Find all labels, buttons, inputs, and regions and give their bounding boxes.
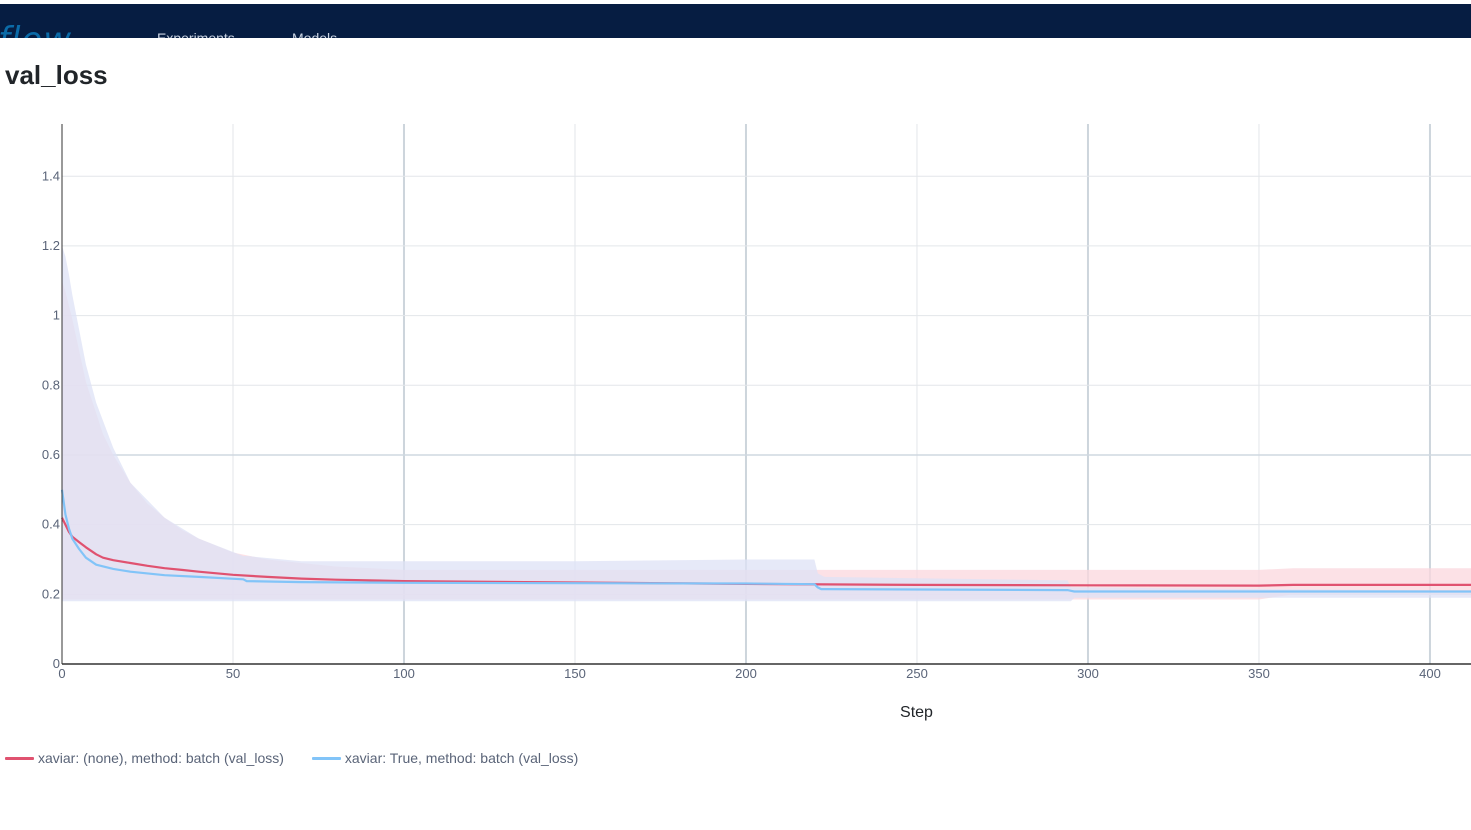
nav-models[interactable]: Models xyxy=(292,30,338,38)
x-tick-label: 150 xyxy=(564,666,586,681)
series-0-range-band xyxy=(62,280,1471,600)
page-title: val_loss xyxy=(5,60,108,90)
legend-item-series-0[interactable]: xaviar: (none), method: batch (val_loss) xyxy=(5,750,284,766)
x-tick-label: 0 xyxy=(58,666,65,681)
line-chart[interactable]: 0 50 100 150 200 250 300 350 400 0 0.2 0.4 0.6 0.8 1 1.… xyxy=(0,110,1471,730)
x-tick-label: 300 xyxy=(1077,666,1099,681)
chart-legend: xaviar: (none), method: batch (val_loss)… xyxy=(5,750,578,766)
legend-item-series-1[interactable]: xaviar: True, method: batch (val_loss) xyxy=(311,750,579,766)
x-axis-title: Step xyxy=(900,704,933,721)
app-logo[interactable]: flow xyxy=(0,20,72,38)
series-1-line xyxy=(60,489,1471,593)
legend-label-series-0: xaviar: (none), method: batch (val_loss) xyxy=(38,750,284,766)
y-tick-label: 1 xyxy=(53,308,60,323)
y-tick-label: 1.4 xyxy=(42,168,60,183)
y-tick-label: 0 xyxy=(53,656,60,671)
nav-experiments[interactable]: Experiments xyxy=(157,30,235,38)
legend-label-series-1: xaviar: True, method: batch (val_loss) xyxy=(344,750,579,766)
y-tick-label: 0.2 xyxy=(42,586,60,601)
x-tick-label: 200 xyxy=(735,666,757,681)
y-tick-label: 0.6 xyxy=(42,447,60,462)
legend-swatch-series-1 xyxy=(311,756,341,760)
x-tick-label: 250 xyxy=(906,666,928,681)
y-tick-label: 1.2 xyxy=(42,238,60,253)
legend-swatch-series-0 xyxy=(5,756,34,760)
x-tick-label: 50 xyxy=(226,666,240,681)
x-tick-label: 350 xyxy=(1248,666,1270,681)
x-tick-label: 400 xyxy=(1419,666,1441,681)
series-1-range-band xyxy=(62,245,1471,602)
top-navbar: flow Experiments Models xyxy=(0,4,1471,38)
x-tick-label: 100 xyxy=(393,666,415,681)
series-0-line xyxy=(61,517,1471,587)
y-tick-label: 0.8 xyxy=(42,377,60,392)
y-tick-label: 0.4 xyxy=(42,517,60,532)
